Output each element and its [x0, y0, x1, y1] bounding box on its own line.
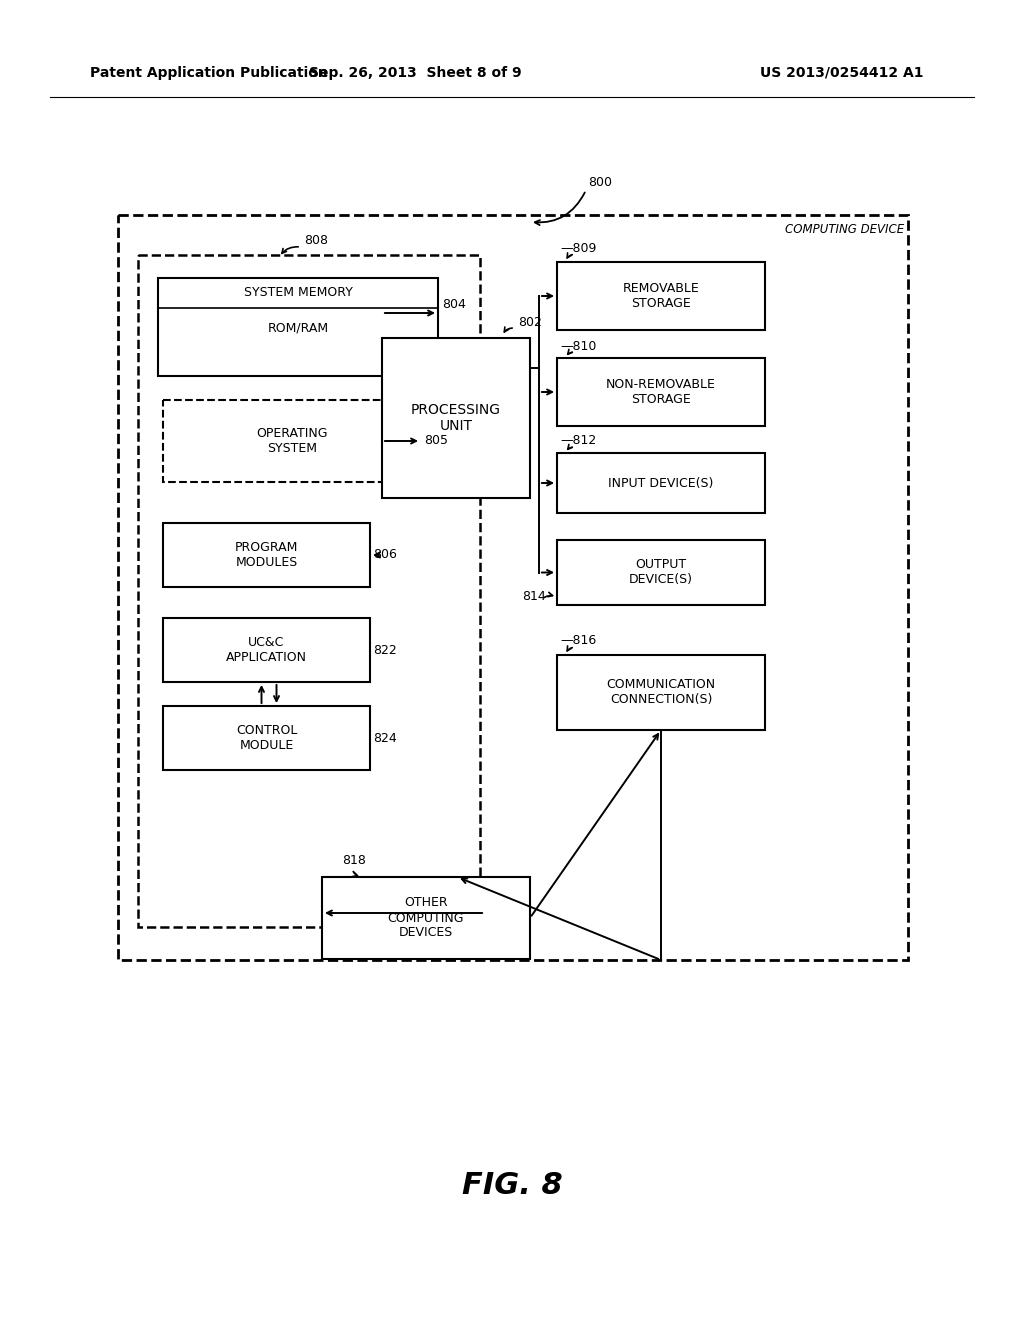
FancyArrowPatch shape — [545, 593, 553, 598]
FancyArrowPatch shape — [504, 327, 512, 331]
Text: OPERATING
SYSTEM: OPERATING SYSTEM — [256, 426, 328, 455]
Text: —816: —816 — [560, 635, 596, 648]
FancyArrowPatch shape — [282, 247, 298, 253]
FancyArrowPatch shape — [542, 570, 552, 576]
Bar — [163, 706, 370, 770]
Text: CONTROL
MODULE: CONTROL MODULE — [236, 723, 297, 752]
Text: COMMUNICATION
CONNECTION(S): COMMUNICATION CONNECTION(S) — [606, 678, 716, 706]
Text: 824: 824 — [373, 731, 396, 744]
Bar — [557, 261, 765, 330]
FancyArrowPatch shape — [352, 871, 357, 876]
FancyArrowPatch shape — [542, 389, 552, 395]
Text: FIG. 8: FIG. 8 — [462, 1171, 562, 1200]
FancyArrowPatch shape — [462, 878, 658, 958]
FancyArrowPatch shape — [567, 253, 572, 257]
Text: 805: 805 — [424, 434, 449, 447]
Text: REMOVABLE
STORAGE: REMOVABLE STORAGE — [623, 282, 699, 310]
Bar — [138, 255, 480, 927]
Text: 814: 814 — [522, 590, 546, 603]
Text: —812: —812 — [560, 434, 596, 447]
Bar — [557, 540, 765, 605]
Text: 822: 822 — [373, 644, 396, 656]
Text: 808: 808 — [304, 235, 328, 248]
FancyArrowPatch shape — [567, 645, 572, 651]
Bar — [322, 876, 530, 960]
FancyArrowPatch shape — [327, 911, 482, 916]
Text: Sep. 26, 2013  Sheet 8 of 9: Sep. 26, 2013 Sheet 8 of 9 — [308, 66, 521, 81]
Text: UC&C
APPLICATION: UC&C APPLICATION — [226, 636, 307, 664]
Bar — [557, 453, 765, 513]
FancyArrowPatch shape — [535, 193, 585, 226]
Text: COMPUTING DEVICE: COMPUTING DEVICE — [784, 223, 904, 236]
Text: ROM/RAM: ROM/RAM — [267, 322, 329, 334]
Text: OUTPUT
DEVICE(S): OUTPUT DEVICE(S) — [629, 558, 693, 586]
Text: PROGRAM
MODULES: PROGRAM MODULES — [234, 541, 298, 569]
Bar — [158, 279, 438, 376]
Text: —810: —810 — [560, 339, 596, 352]
FancyArrowPatch shape — [385, 310, 433, 315]
FancyArrowPatch shape — [542, 293, 552, 298]
FancyArrowPatch shape — [531, 734, 658, 916]
Text: SYSTEM MEMORY: SYSTEM MEMORY — [244, 286, 352, 300]
Text: —809: —809 — [560, 242, 596, 255]
Text: US 2013/0254412 A1: US 2013/0254412 A1 — [760, 66, 924, 81]
FancyArrowPatch shape — [542, 480, 552, 486]
Text: INPUT DEVICE(S): INPUT DEVICE(S) — [608, 477, 714, 490]
Text: 800: 800 — [588, 177, 612, 190]
Text: OTHER
COMPUTING
DEVICES: OTHER COMPUTING DEVICES — [388, 896, 464, 940]
Bar — [163, 523, 370, 587]
Bar — [118, 215, 908, 960]
Text: 804: 804 — [442, 298, 466, 312]
Bar — [557, 358, 765, 426]
Text: PROCESSING
UNIT: PROCESSING UNIT — [411, 403, 501, 433]
Text: Patent Application Publication: Patent Application Publication — [90, 66, 328, 81]
FancyArrowPatch shape — [274, 685, 279, 701]
FancyArrowPatch shape — [567, 350, 572, 354]
Text: 802: 802 — [518, 315, 542, 329]
FancyArrowPatch shape — [567, 445, 572, 449]
Text: 818: 818 — [342, 854, 366, 867]
Bar — [382, 338, 530, 498]
FancyArrowPatch shape — [375, 553, 380, 557]
Bar — [163, 400, 421, 482]
FancyArrowPatch shape — [385, 438, 416, 444]
Bar — [163, 618, 370, 682]
Bar — [557, 655, 765, 730]
FancyArrowPatch shape — [259, 686, 264, 704]
Text: 806: 806 — [373, 549, 397, 561]
Text: NON-REMOVABLE
STORAGE: NON-REMOVABLE STORAGE — [606, 378, 716, 407]
